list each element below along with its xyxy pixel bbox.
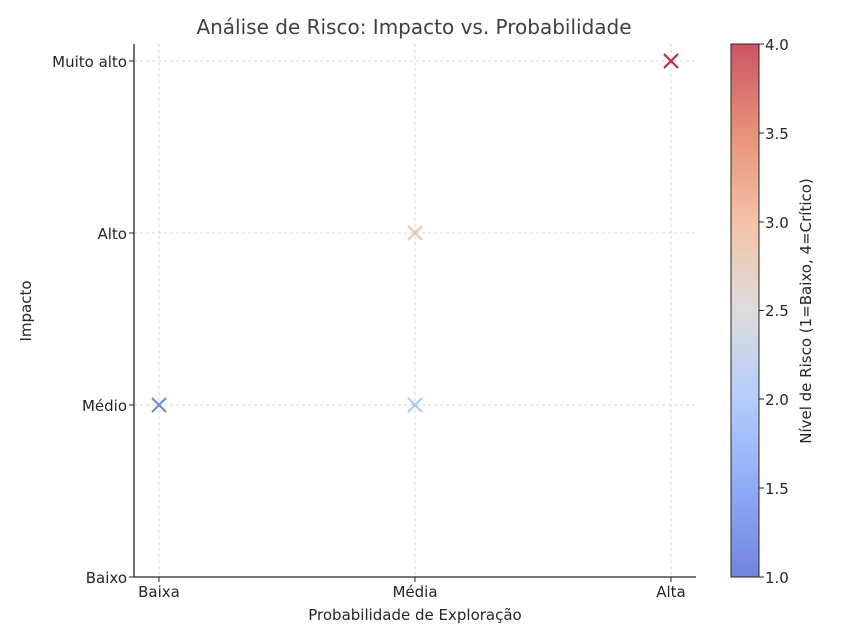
y-tick-label: Muito alto [52,53,127,71]
x-tick-label: Alta [656,583,686,601]
colorbar-tick-labels: 1.0 1.5 2.0 2.5 3.0 3.5 4.0 [765,36,789,587]
x-tick-label: Baixa [138,583,180,601]
data-point-alta-muito-alto [663,53,679,69]
grid-horizontal [134,60,696,406]
data-points [151,53,679,413]
colorbar-tick-label: 2.0 [765,391,789,409]
colorbar-label: Nível de Risco (1=Baixo, 4=Crítico) [797,178,815,444]
data-point-baixa-medio [151,397,167,413]
y-tick-labels: Muito alto Alto Médio Baixo [52,53,127,587]
colorbar-tick-label: 1.0 [765,569,789,587]
y-ticks [129,60,134,578]
colorbar-tick-label: 4.0 [765,36,789,54]
colorbar-tick-label: 3.0 [765,214,789,232]
colorbar-tick-label: 3.5 [765,125,789,143]
x-tick-label: Média [392,583,437,601]
x-ticks [158,577,672,582]
grid-vertical [158,44,672,577]
colorbar-ticks [759,43,764,578]
y-tick-label: Baixo [86,569,127,587]
chart-title: Análise de Risco: Impacto vs. Probabilid… [196,15,631,39]
y-tick-label: Alto [98,225,128,243]
colorbar-tick-label: 2.5 [765,302,789,320]
colorbar: 1.0 1.5 2.0 2.5 3.0 3.5 4.0 Nível de Ris… [730,36,815,587]
colorbar-tick-label: 1.5 [765,480,789,498]
x-axis-label: Probabilidade de Exploração [308,606,521,624]
x-tick-labels: Baixa Média Alta [138,583,686,601]
data-point-media-medio [407,397,423,413]
data-point-media-alto [407,225,423,241]
y-tick-label: Médio [82,397,127,415]
y-axis-label: Impacto [17,280,35,341]
colorbar-gradient [730,43,760,578]
